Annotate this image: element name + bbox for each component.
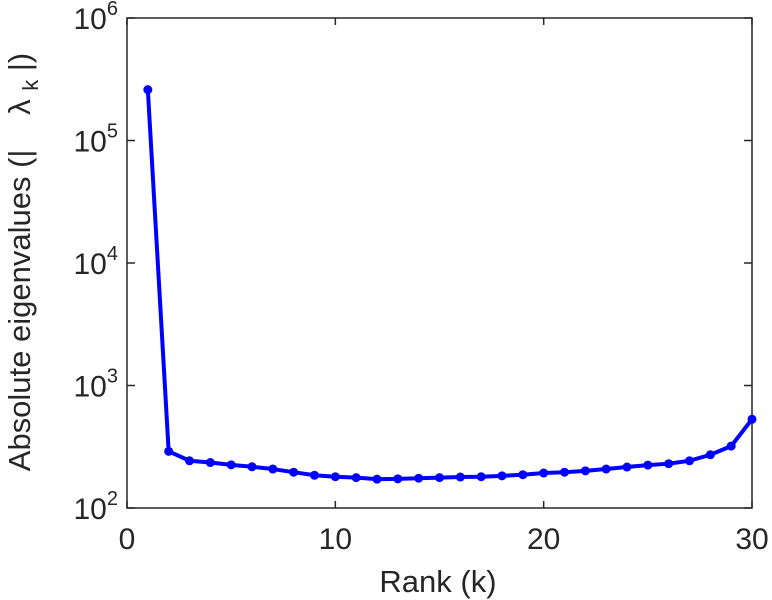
data-point — [455, 472, 465, 482]
data-point — [414, 473, 424, 483]
x-axis-ticks: 0 10 20 30 — [119, 18, 769, 556]
data-point — [226, 460, 236, 470]
data-point — [685, 456, 694, 466]
y-axis-label-close: |) — [2, 53, 37, 71]
y-axis-label-text: Absolute eigenvalues (| — [2, 150, 37, 472]
data-point — [664, 459, 674, 469]
data-point — [143, 85, 153, 95]
y-axis-ticks: 102 103 104 105 106 — [74, 0, 752, 526]
series-layer — [143, 85, 757, 484]
data-point — [643, 460, 653, 470]
data-point — [372, 474, 382, 484]
data-point — [247, 462, 257, 472]
svg-text:Absolute eigenvalues (|: Absolute eigenvalues (| λ k |) — [2, 53, 45, 471]
axes-box — [126, 17, 753, 509]
data-point — [518, 470, 528, 480]
y-tick-label: 102 — [74, 488, 119, 526]
y-axis-label-subscript: k — [18, 79, 43, 91]
y-tick-label: 103 — [74, 366, 119, 404]
data-point — [580, 466, 590, 476]
data-point — [351, 473, 361, 483]
data-point — [310, 470, 319, 480]
data-point — [393, 474, 403, 484]
data-point — [289, 467, 299, 477]
x-tick-label: 0 — [119, 523, 136, 556]
y-tick-label: 104 — [74, 243, 119, 281]
y-axis-label-symbol: λ — [2, 99, 37, 115]
data-point — [560, 467, 569, 477]
series-line — [145, 87, 754, 482]
data-point — [601, 464, 611, 474]
data-point — [435, 473, 444, 483]
x-tick-label: 20 — [527, 523, 560, 556]
y-tick-label: 105 — [74, 121, 119, 159]
data-point — [747, 414, 757, 424]
data-point — [476, 472, 486, 482]
data-point — [164, 446, 174, 456]
data-point — [185, 456, 194, 466]
data-point — [622, 462, 632, 472]
axes-frame — [126, 17, 753, 509]
data-point — [539, 468, 549, 478]
y-tick-label: 106 — [74, 0, 119, 36]
x-tick-label: 10 — [319, 523, 352, 556]
data-point — [726, 441, 736, 451]
x-axis-label: Rank (k) — [379, 564, 496, 599]
x-tick-label: 30 — [735, 523, 768, 556]
data-point — [497, 471, 507, 481]
data-point — [205, 458, 215, 468]
data-point — [330, 472, 340, 482]
y-axis-label: Absolute eigenvalues (| λ k |) — [2, 53, 45, 471]
data-point — [268, 464, 278, 474]
data-point — [705, 450, 715, 460]
